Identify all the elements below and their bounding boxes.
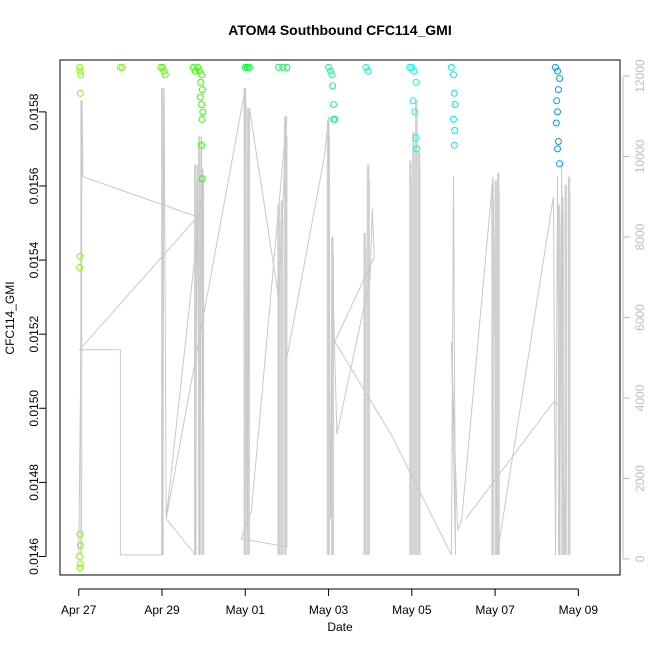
data-point <box>330 101 337 108</box>
data-point <box>556 75 564 82</box>
data-point <box>76 560 84 568</box>
data-point <box>198 86 206 94</box>
x-axis: Apr 27 Apr 29 May 01 May 03 May 05 May 07 May … <box>61 588 599 617</box>
data-point <box>76 553 84 560</box>
data-point <box>76 264 84 271</box>
data-point <box>243 63 251 71</box>
x-axis-label: Date <box>327 620 353 634</box>
data-point <box>245 63 253 71</box>
data-point <box>76 252 84 260</box>
data-point <box>76 530 84 538</box>
y2-tick-label: 6000 <box>633 304 647 331</box>
y2-axis-altitude: 0 2000 4000 6000 8000 10000 12000 <box>622 59 647 562</box>
altitude-layer <box>78 88 571 557</box>
data-point <box>161 71 169 79</box>
y2-tick-label: 8000 <box>633 223 647 250</box>
data-point <box>189 63 197 71</box>
y-tick-label: 0.0148 <box>27 464 41 501</box>
data-point <box>327 67 335 75</box>
y-tick-label: 0.0154 <box>27 241 41 278</box>
data-point <box>408 63 416 71</box>
y-tick-label: 0.0152 <box>27 315 41 352</box>
data-point <box>556 160 564 168</box>
y-tick-label: 0.0146 <box>27 538 41 575</box>
data-point <box>450 141 458 149</box>
data-point <box>76 67 84 75</box>
data-point <box>554 108 561 116</box>
data-point <box>450 89 458 97</box>
data-point <box>76 541 84 549</box>
data-point <box>330 115 337 123</box>
data-point <box>409 97 417 105</box>
data-point <box>198 71 206 79</box>
data-point <box>406 63 414 71</box>
data-point <box>447 63 455 71</box>
x-tick-label: Apr 27 <box>61 603 97 617</box>
data-point <box>76 63 84 71</box>
y2-tick-label: 0 <box>633 555 647 562</box>
y2-tick-label: 2000 <box>633 465 647 492</box>
data-point <box>77 71 85 79</box>
y-axis-label: CFC114_GMI <box>3 281 17 354</box>
data-point <box>554 145 561 153</box>
data-point <box>451 101 459 108</box>
data-point <box>196 93 204 101</box>
data-point <box>411 108 419 116</box>
data-point <box>160 67 168 75</box>
data-point <box>552 119 560 127</box>
data-point <box>410 67 418 75</box>
y2-tick-label: 12000 <box>633 59 647 93</box>
data-point <box>198 175 206 183</box>
data-point <box>76 564 84 572</box>
data-point <box>325 63 333 71</box>
y2-tick-label: 10000 <box>633 140 647 174</box>
data-point <box>198 141 206 149</box>
data-point <box>451 126 459 134</box>
data-point <box>412 134 420 142</box>
x-tick-label: May 07 <box>475 603 515 617</box>
data-point <box>450 71 457 79</box>
data-point <box>283 63 291 71</box>
plot-frame <box>59 59 621 576</box>
data-point <box>198 115 206 123</box>
data-point <box>76 89 84 97</box>
data-point <box>362 63 370 71</box>
data-point <box>413 145 421 153</box>
data-point <box>119 63 126 71</box>
data-point <box>450 115 457 123</box>
x-tick-label: Apr 29 <box>144 603 180 617</box>
data-point <box>554 138 562 145</box>
x-tick-label: May 09 <box>559 603 599 617</box>
y-tick-label: 0.0150 <box>27 390 41 427</box>
data-point <box>194 63 202 71</box>
y-tick-label: 0.0156 <box>27 167 41 204</box>
data-point <box>197 78 205 86</box>
data-point <box>199 108 207 116</box>
data-point <box>554 86 562 94</box>
data-point <box>116 63 124 71</box>
data-point <box>553 97 561 105</box>
data-point <box>159 63 167 71</box>
data-point <box>364 67 372 75</box>
x-tick-label: May 03 <box>309 603 349 617</box>
data-point <box>552 63 559 71</box>
data-point <box>275 63 283 71</box>
y-axis: 0.0146 0.0148 0.0150 0.0152 0.0154 0.0156 0.01… <box>27 93 47 575</box>
chart-title: ATOM4 Southbound CFC114_GMI <box>228 22 452 38</box>
x-tick-label: May 05 <box>392 603 432 617</box>
points-layer <box>76 63 564 572</box>
data-point <box>328 71 336 79</box>
data-point <box>329 82 337 90</box>
y-tick-label: 0.0158 <box>27 93 41 130</box>
altitude-line <box>78 88 567 557</box>
data-point <box>241 63 249 71</box>
x-tick-label: May 01 <box>226 603 266 617</box>
data-point <box>554 67 561 75</box>
data-point <box>198 101 206 108</box>
data-point <box>412 78 420 86</box>
data-point <box>196 67 203 75</box>
data-point <box>279 63 287 71</box>
y2-tick-label: 4000 <box>633 384 647 411</box>
